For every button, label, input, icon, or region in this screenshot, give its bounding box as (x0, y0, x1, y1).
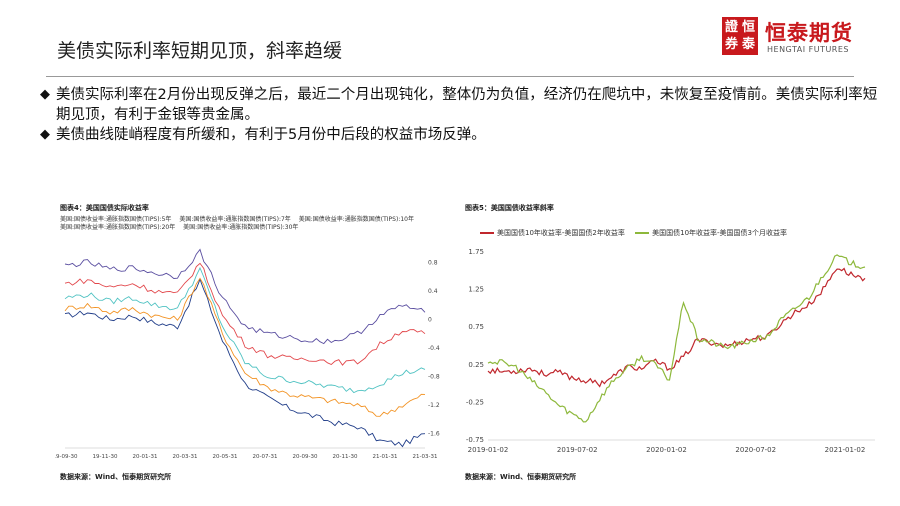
bullet-item: ◆ 美债曲线陡峭程度有所缓和，有利于5月份中后段的权益市场反弹。 (40, 125, 880, 145)
y-tick-label: -1.2 (428, 402, 440, 409)
legend-entry: 美国国债10年收益率-美国国债3个月收益率 (635, 228, 787, 238)
y-tick-label: -0.75 (466, 436, 484, 444)
chart-legend: 美国:国债收益率:通胀指数国债(TIPS):5年 美国:国债收益率:通胀指数国债… (60, 216, 445, 232)
x-tick-label: 2020-07-02 (735, 446, 776, 454)
series-line (64, 248, 426, 345)
x-tick-label: 20-03-31 (173, 454, 198, 460)
y-tick-label: -1.6 (428, 431, 440, 438)
x-tick-label: 20-09-30 (293, 454, 318, 460)
title-divider (46, 76, 854, 77)
chart-legend: 美国国债10年收益率-美国国债2年收益率 美国国债10年收益率-美国国债3个月收… (480, 228, 795, 238)
x-tick-label: 2020-01-02 (646, 446, 687, 454)
series-line (64, 262, 426, 366)
x-tick-label: 20-01-31 (133, 454, 158, 460)
legend-entry: 美国:国债收益率:通胀指数国债(TIPS):30年 (183, 224, 299, 231)
legend-swatch (480, 232, 494, 234)
x-tick-label: 19-09-30 (55, 454, 78, 460)
bullet-text: 美债曲线陡峭程度有所缓和，有利于5月份中后段的权益市场反弹。 (56, 127, 486, 143)
x-tick-label: 19-11-30 (93, 454, 118, 460)
chart-title: 图表4：美国国债实际收益率 (60, 204, 149, 212)
x-tick-label: 21-01-31 (373, 454, 398, 460)
y-tick-label: -0.8 (428, 374, 440, 381)
legend-entry: 美国:国债收益率:通胀指数国债(TIPS):5年 (60, 216, 172, 223)
y-tick-label: 1.25 (468, 286, 484, 294)
x-tick-label: 20-07-31 (253, 454, 278, 460)
series-line (64, 277, 426, 417)
tips-yield-plot: 0.8 0.4 0 -0.4 -0.8 -1.2 -1.6 19-09-30 19-11-30 2… (55, 248, 440, 460)
y-tick-label: 0.4 (428, 288, 438, 295)
logo-subtitle: HENGTAI FUTURES (767, 45, 849, 54)
series-line (64, 278, 426, 448)
slide-title: 美债实际利率短期见顶，斜率趋缓 (57, 40, 343, 62)
bullet-text: 美债实际利率在2月份出现反弹之后，最近二个月出现钝化，整体仍为负值，经济仍在爬坑… (56, 87, 878, 123)
x-tick-label: 20-05-31 (213, 454, 238, 460)
legend-entry: 美国国债10年收益率-美国国债2年收益率 (480, 228, 625, 238)
y-tick-label: -0.4 (428, 345, 440, 352)
diamond-bullet-icon: ◆ (40, 127, 50, 142)
y-tick-label: 1.75 (468, 248, 484, 256)
logo-name: 恒泰期货 (765, 21, 853, 45)
x-tick-label: 2021-01-02 (825, 446, 866, 454)
series-line (487, 254, 866, 423)
chart-source: 数据来源：Wind、恒泰期货研究所 (465, 473, 577, 481)
bullet-item: ◆ 美债实际利率在2月份出现反弹之后，最近二个月出现钝化，整体仍为负值，经济仍在… (40, 85, 880, 125)
diamond-bullet-icon: ◆ (40, 87, 50, 102)
legend-entry: 美国:国债收益率:通胀指数国债(TIPS):10年 (298, 216, 414, 223)
x-tick-label: 2019-01-02 (468, 446, 509, 454)
y-tick-label: 0.8 (428, 259, 438, 266)
tips-yield-chart-panel: 图表4：美国国债实际收益率 美国:国债收益率:通胀指数国债(TIPS):5年 美… (55, 198, 445, 488)
y-tick-label: -0.25 (466, 398, 484, 406)
chart-title: 图表5：美国国债收益率斜率 (465, 204, 554, 212)
x-tick-label: 2019-07-02 (557, 446, 598, 454)
legend-entry: 美国:国债收益率:通胀指数国债(TIPS):7年 (179, 216, 291, 223)
y-tick-label: 0.25 (468, 361, 484, 369)
legend-swatch (635, 232, 650, 234)
y-tick-label: 0 (428, 316, 432, 323)
curve-slope-plot: 1.75 1.25 0.75 0.25 -0.25 -0.75 2019-01-02 2019… (466, 248, 875, 454)
chart-source: 数据来源：Wind、恒泰期货研究所 (60, 473, 172, 481)
legend-entry: 美国:国债收益率:通胀指数国债(TIPS):20年 (60, 224, 176, 231)
x-tick-label: 21-03-31 (413, 454, 438, 460)
curve-slope-chart-panel: 图表5：美国国债收益率斜率 美国国债10年收益率-美国国债2年收益率 美国国债1… (460, 198, 885, 488)
x-tick-label: 20-11-30 (333, 454, 358, 460)
series-line (487, 267, 866, 388)
company-logo: 證恒 券泰 恒泰期货 HENGTAI FUTURES (722, 17, 872, 61)
series-line (64, 266, 426, 394)
y-tick-label: 0.75 (468, 323, 484, 331)
bullet-list: ◆ 美债实际利率在2月份出现反弹之后，最近二个月出现钝化，整体仍为负值，经济仍在… (40, 85, 880, 145)
logo-seal: 證恒 券泰 (722, 17, 758, 55)
